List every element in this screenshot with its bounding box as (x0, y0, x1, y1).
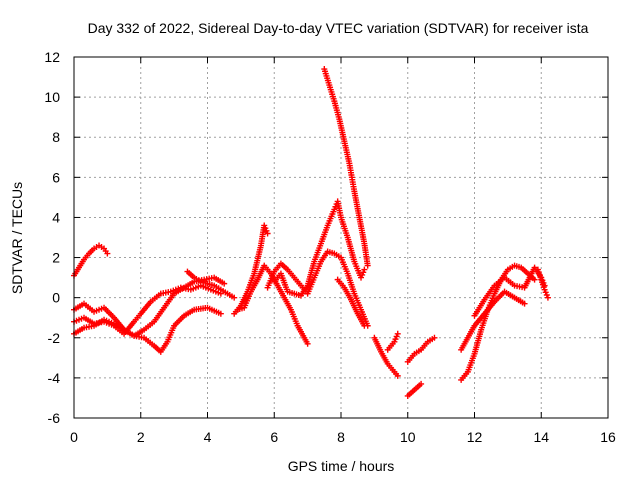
data-point-marker (361, 266, 368, 273)
x-axis-title: GPS time / hours (288, 458, 395, 474)
series-arc-11 (334, 276, 368, 329)
series-arc-5 (184, 268, 238, 301)
x-tick-label: 4 (204, 429, 212, 445)
y-tick-label: 12 (44, 49, 60, 65)
x-tick-label: 12 (467, 429, 483, 445)
data-point-marker (431, 334, 438, 341)
y-axis-title: SDTVAR / TECUs (9, 182, 25, 294)
x-tick-label: 2 (137, 429, 145, 445)
data-point-marker (361, 322, 368, 329)
series-arc-9 (271, 198, 368, 299)
series-arc-18 (471, 264, 548, 319)
x-tick-label: 0 (70, 429, 78, 445)
data-point-marker (231, 294, 238, 301)
data-point-marker (104, 250, 111, 257)
series-arc-19 (534, 266, 551, 301)
data-point-marker (364, 262, 371, 269)
x-tick-label: 6 (270, 429, 278, 445)
data-point-marker (394, 372, 401, 379)
series-arc-4 (71, 274, 228, 339)
data-point-marker (264, 230, 271, 237)
y-tick-label: -6 (48, 410, 61, 426)
ticks-layer: 0 2 4 6 8 10 12 14 16 -6 -4 -2 0 2 4 6 8 10 12 (44, 49, 616, 445)
series-arc-13 (384, 330, 401, 353)
data-point-marker (217, 310, 224, 317)
y-tick-label: 10 (44, 89, 60, 105)
series-arc-15 (404, 380, 425, 399)
y-tick-label: -4 (48, 370, 61, 386)
data-points-layer (71, 66, 551, 399)
grid-layer (74, 57, 608, 418)
y-tick-label: -2 (48, 330, 61, 346)
series-arc-1 (71, 242, 111, 279)
x-tick-label: 14 (533, 429, 549, 445)
data-point-marker (531, 276, 538, 283)
data-point-marker (544, 294, 551, 301)
series-arc-10 (321, 66, 371, 269)
y-tick-label: 4 (52, 209, 60, 225)
data-point-marker (521, 300, 528, 307)
series-arc-12 (371, 334, 401, 379)
x-tick-label: 10 (400, 429, 416, 445)
plot-frame (73, 56, 609, 419)
series-arc-14 (404, 334, 438, 365)
y-tick-label: 8 (52, 129, 60, 145)
data-point-marker (394, 330, 401, 337)
data-point-marker (418, 380, 425, 387)
x-tick-label: 16 (600, 429, 616, 445)
y-tick-label: 6 (52, 169, 60, 185)
y-tick-label: 0 (52, 290, 60, 306)
data-point-marker (221, 280, 228, 287)
series-arc-17 (458, 288, 528, 353)
chart-title: Day 332 of 2022, Sidereal Day-to-day VTE… (88, 20, 589, 36)
x-tick-label: 8 (337, 429, 345, 445)
data-point-marker (304, 340, 311, 347)
y-tick-label: 2 (52, 250, 60, 266)
